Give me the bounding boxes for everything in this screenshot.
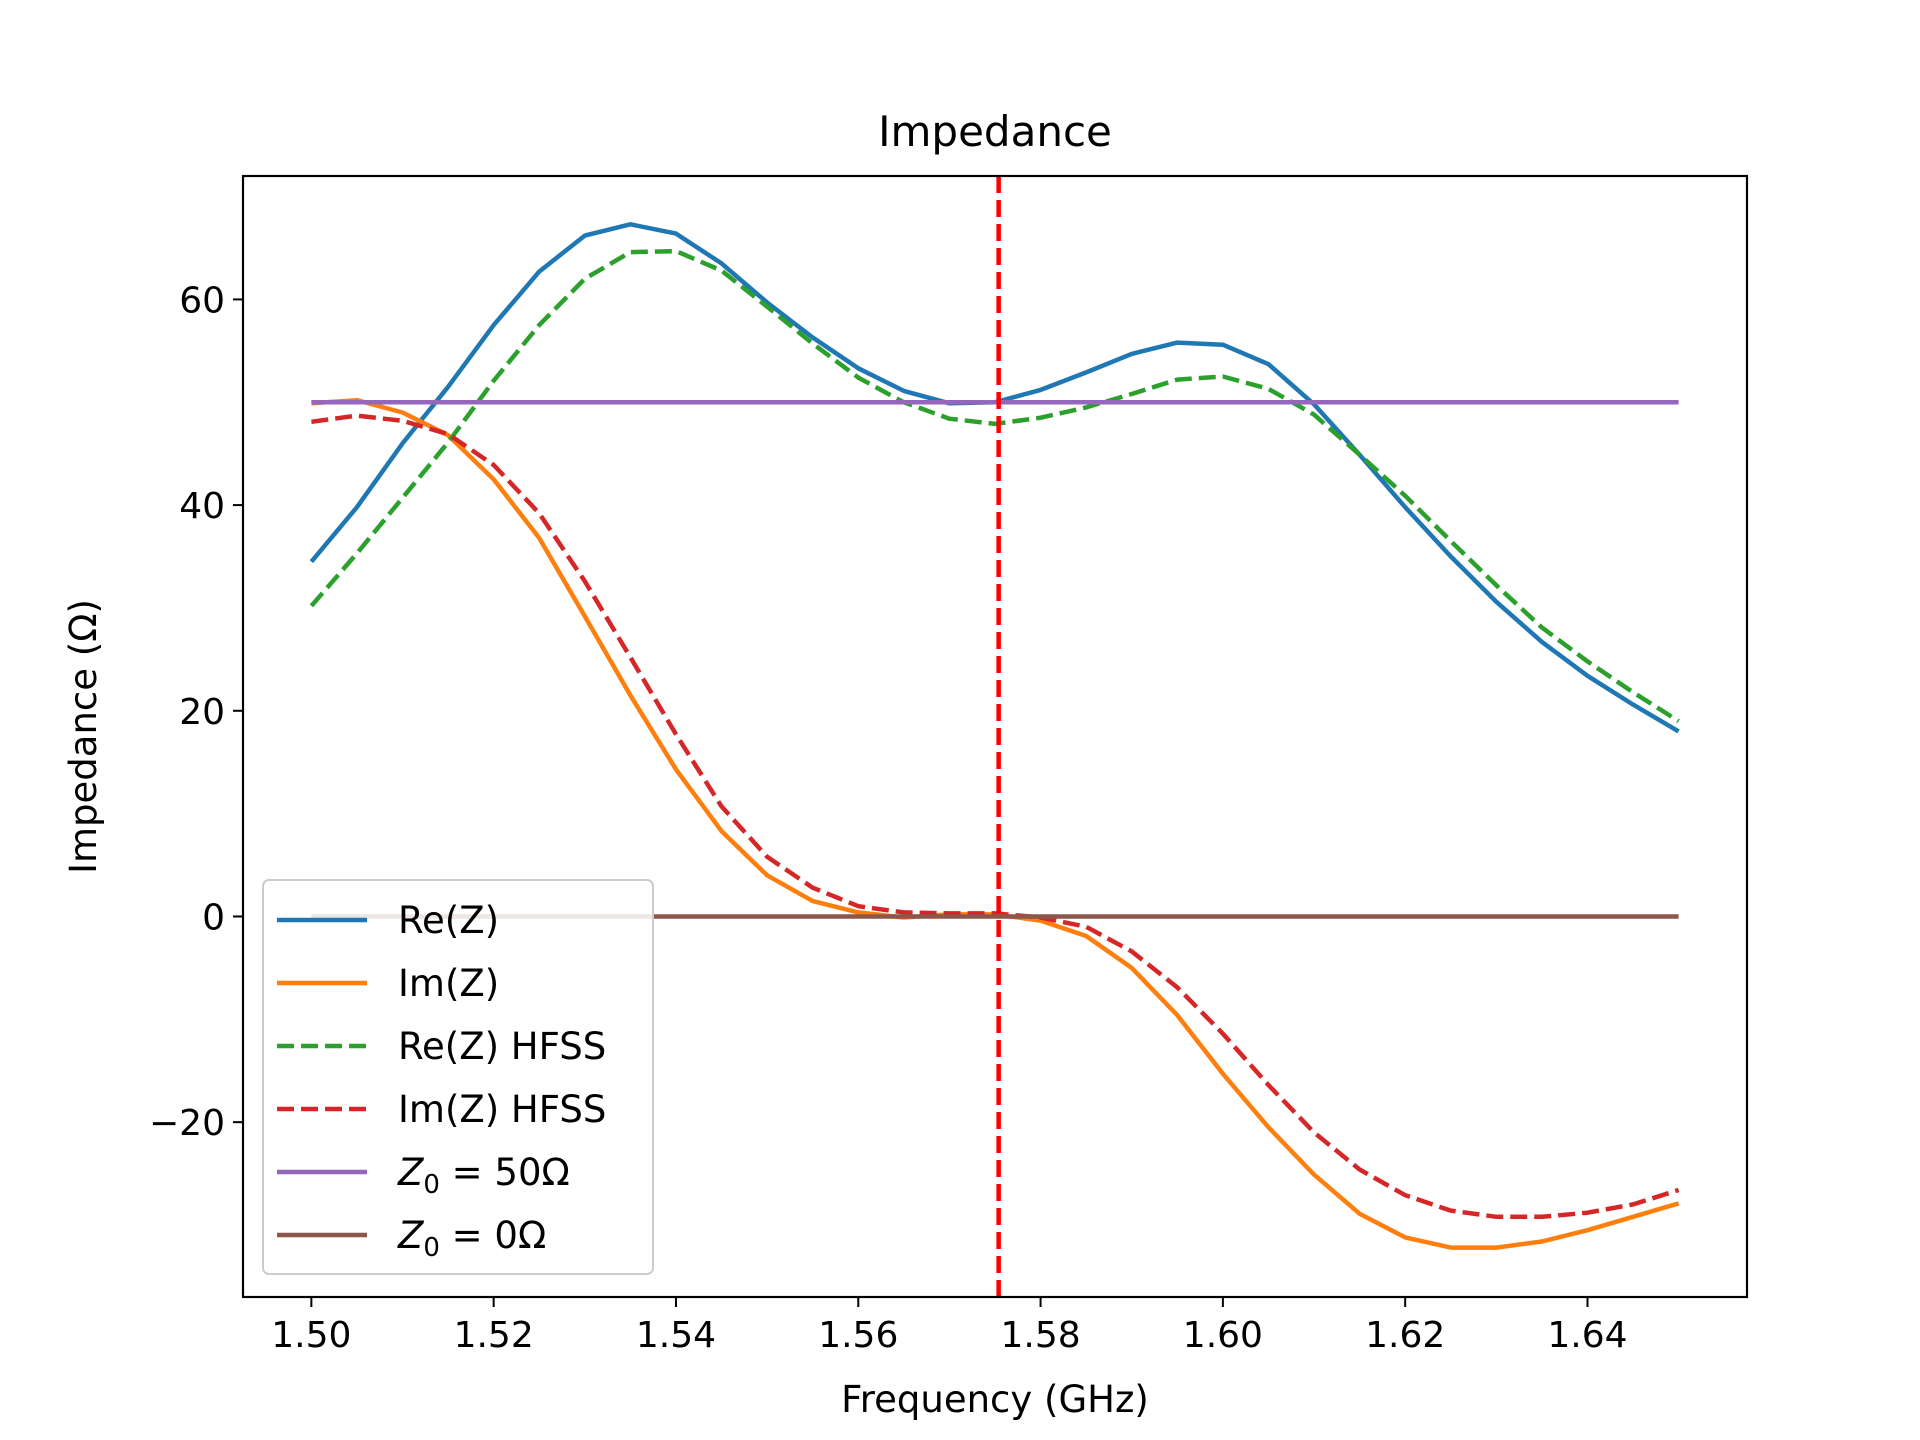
x-tick-label: 1.52 xyxy=(454,1315,534,1356)
y-tick-label: 40 xyxy=(179,486,225,527)
y-axis-ticks: −20 0 20 40 60 xyxy=(149,280,243,1144)
legend: Re(Z) Im(Z) Re(Z) HFSS Im(Z) HFSS Z0 = 50Ω Z0… xyxy=(262,879,654,1275)
legend-label: Re(Z) xyxy=(398,899,499,942)
series-line-4 xyxy=(311,413,1680,1220)
legend-box xyxy=(262,879,654,1275)
y-axis-label: Impedance (Ω) xyxy=(62,599,105,874)
plot-area-frame xyxy=(241,174,1749,1299)
legend-label: Z0 = 0Ω xyxy=(397,1214,546,1263)
chart-title: Impedance xyxy=(878,107,1112,156)
x-tick-label: 1.54 xyxy=(636,1315,716,1356)
y-tick-label: 20 xyxy=(179,692,225,733)
legend-label: Im(Z) HFSS xyxy=(398,1088,606,1131)
legend-label: Re(Z) HFSS xyxy=(398,1025,606,1068)
series-line-3 xyxy=(309,248,1680,724)
legend-label: Z0 = 50Ω xyxy=(397,1151,570,1200)
x-tick-label: 1.64 xyxy=(1547,1315,1627,1356)
x-axis-label: Frequency (GHz) xyxy=(841,1378,1149,1421)
series-line-1 xyxy=(309,222,1680,734)
x-tick-label: 1.50 xyxy=(271,1315,351,1356)
x-tick-label: 1.56 xyxy=(818,1315,898,1356)
x-axis-ticks: 1.50 1.52 1.54 1.56 1.58 1.60 1.62 1.64 xyxy=(271,1297,1628,1356)
y-tick-label: 0 xyxy=(202,897,225,938)
x-tick-label: 1.62 xyxy=(1365,1315,1445,1356)
x-tick-label: 1.58 xyxy=(1000,1315,1080,1356)
y-tick-label: 60 xyxy=(179,280,225,321)
legend-label: Im(Z) xyxy=(398,962,499,1005)
y-tick-label: −20 xyxy=(149,1103,225,1144)
x-tick-label: 1.60 xyxy=(1183,1315,1263,1356)
